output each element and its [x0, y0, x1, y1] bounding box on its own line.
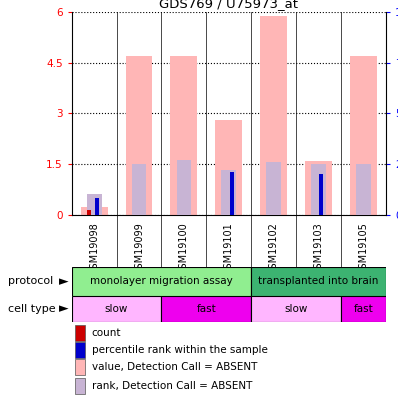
Text: GSM19099: GSM19099	[134, 223, 144, 275]
Bar	[215, 120, 242, 215]
Text: GSM19105: GSM19105	[359, 223, 369, 275]
Text: ►: ►	[59, 275, 68, 288]
Text: ►: ►	[59, 302, 68, 315]
Bar	[81, 207, 107, 215]
Bar	[266, 162, 281, 215]
Bar	[251, 296, 341, 322]
Bar	[125, 56, 152, 215]
Text: GSM19103: GSM19103	[314, 223, 324, 275]
Bar	[75, 325, 85, 341]
Bar	[87, 194, 101, 215]
Bar	[162, 296, 251, 322]
Text: cell type: cell type	[8, 304, 56, 314]
Bar	[72, 296, 162, 322]
Bar	[230, 172, 234, 215]
Bar	[87, 210, 91, 215]
Bar	[177, 160, 191, 215]
Bar	[170, 56, 197, 215]
Bar	[319, 174, 324, 215]
Bar	[75, 378, 85, 394]
Bar	[221, 170, 236, 215]
Text: transplanted into brain: transplanted into brain	[258, 277, 379, 286]
Bar	[251, 267, 386, 296]
Bar	[95, 198, 99, 215]
Bar	[341, 296, 386, 322]
Bar	[260, 15, 287, 215]
Bar	[305, 161, 332, 215]
Text: slow: slow	[285, 304, 308, 314]
Text: GSM19102: GSM19102	[269, 223, 279, 275]
Text: GSM19100: GSM19100	[179, 223, 189, 275]
Text: fast: fast	[354, 304, 373, 314]
Text: percentile rank within the sample: percentile rank within the sample	[92, 345, 268, 355]
Bar	[350, 56, 377, 215]
Text: value, Detection Call = ABSENT: value, Detection Call = ABSENT	[92, 362, 257, 372]
Bar	[356, 164, 371, 215]
Text: count: count	[92, 328, 121, 338]
Text: slow: slow	[105, 304, 128, 314]
Bar	[75, 342, 85, 358]
Title: GDS769 / U75973_at: GDS769 / U75973_at	[159, 0, 298, 10]
Bar	[311, 164, 326, 215]
Bar	[75, 359, 85, 375]
Text: GSM19098: GSM19098	[89, 223, 99, 275]
Text: fast: fast	[197, 304, 216, 314]
Text: GSM19101: GSM19101	[224, 223, 234, 275]
Text: rank, Detection Call = ABSENT: rank, Detection Call = ABSENT	[92, 381, 252, 391]
Bar	[72, 267, 251, 296]
Bar	[132, 164, 146, 215]
Text: protocol: protocol	[8, 277, 53, 286]
Text: monolayer migration assay: monolayer migration assay	[90, 277, 233, 286]
